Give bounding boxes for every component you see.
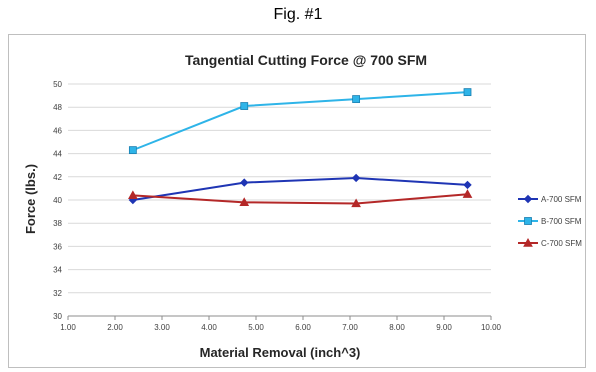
data-point-c	[128, 190, 138, 200]
series-c	[128, 189, 473, 208]
legend-label-b: B-700 SFM	[541, 217, 582, 226]
y-tick-label: 44	[53, 150, 62, 159]
x-tick-label: 10.00	[481, 323, 502, 332]
figure-caption: Fig. #1	[273, 6, 323, 23]
y-tick-label: 48	[53, 103, 62, 112]
series-group	[128, 88, 473, 208]
x-tick-label: 4.00	[201, 323, 217, 332]
data-point-a	[240, 178, 249, 187]
x-tick-label: 9.00	[436, 323, 452, 332]
data-point-b	[128, 146, 137, 155]
y-tick-label: 32	[53, 289, 62, 298]
y-tick-label: 34	[53, 266, 62, 275]
legend-marker-c	[523, 237, 533, 247]
data-point-c	[351, 198, 361, 208]
x-tick-label: 7.00	[342, 323, 358, 332]
legend-label-c: C-700 SFM	[541, 239, 582, 248]
y-tick-label: 46	[53, 126, 62, 135]
x-tick-label: 6.00	[295, 323, 311, 332]
x-tick-label: 3.00	[154, 323, 170, 332]
chart-title: Tangential Cutting Force @ 700 SFM	[185, 52, 427, 68]
chart-frame	[8, 34, 586, 368]
y-axis-label: Force (lbs.)	[23, 164, 38, 234]
series-line-b	[132, 91, 468, 152]
x-tick-label: 2.00	[107, 323, 123, 332]
y-tick-label: 40	[53, 196, 62, 205]
series-b	[128, 88, 472, 155]
data-point-c	[239, 197, 250, 207]
legend: A-700 SFM B-700 SFM C-700 SFM	[518, 194, 582, 248]
data-point-b	[463, 88, 472, 97]
data-point-b	[352, 95, 361, 103]
y-tick-label: 50	[53, 80, 62, 89]
data-point-a	[351, 173, 361, 183]
data-point-b	[240, 102, 249, 110]
y-tick-label: 42	[53, 173, 62, 182]
legend-label-a: A-700 SFM	[541, 195, 582, 204]
data-point-c	[462, 189, 473, 198]
x-tick-label: 1.00	[60, 323, 76, 332]
y-tick-label: 30	[53, 312, 62, 321]
series-line-c	[132, 193, 468, 205]
data-point-a	[463, 180, 472, 190]
y-tick-label: 36	[53, 242, 62, 251]
y-tick-label: 38	[53, 219, 62, 228]
x-tick-label: 8.00	[389, 323, 405, 332]
x-axis-label: Material Removal (inch^3)	[200, 345, 361, 360]
x-tick-label: 5.00	[248, 323, 264, 332]
series-line-a	[132, 176, 468, 201]
legend-marker-a	[523, 194, 533, 204]
legend-marker-b	[524, 217, 532, 225]
tick-labels: 30 32 34 36 38 40 42 44 46 48 50 1.00 2.00 3.00 4.00 5.…	[53, 80, 501, 332]
